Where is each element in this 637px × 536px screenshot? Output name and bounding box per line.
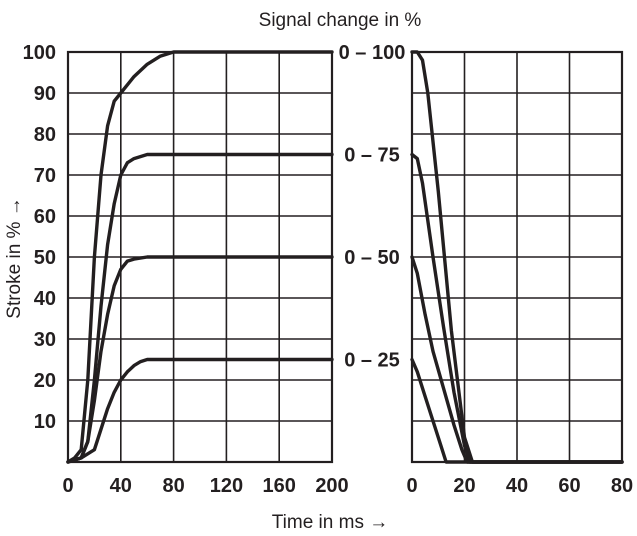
series-label-1: 0 – 75 <box>344 145 400 167</box>
x-tick-label-rise-0: 0 <box>62 475 73 497</box>
y-tick-label-2: 30 <box>34 329 56 351</box>
series-line-fall-2 <box>410 255 624 464</box>
y-tick-label-8: 90 <box>34 83 56 105</box>
y-tick-label-6: 70 <box>34 165 56 187</box>
y-tick-label-1: 20 <box>34 370 56 392</box>
series-label-3: 0 – 25 <box>344 350 400 372</box>
y-tick-label-3: 40 <box>34 288 56 310</box>
x-tick-label-fall-3: 60 <box>558 475 580 497</box>
series-line-fall-0 <box>410 50 624 464</box>
x-tick-label-fall-1: 20 <box>453 475 475 497</box>
x-tick-label-rise-1: 40 <box>110 475 132 497</box>
x-axis-label: Time in ms → <box>272 512 388 533</box>
y-tick-label-0: 10 <box>34 411 56 433</box>
x-tick-label-rise-2: 80 <box>162 475 184 497</box>
x-tick-label-rise-5: 200 <box>315 475 348 497</box>
chart-title: Signal change in % <box>259 10 422 31</box>
x-tick-label-rise-3: 120 <box>210 475 243 497</box>
x-tick-label-fall-4: 80 <box>611 475 633 497</box>
series-line-rise-2 <box>66 255 334 464</box>
series-line-fall-3 <box>410 357 624 464</box>
y-tick-label-4: 50 <box>34 247 56 269</box>
series-line-fall-1 <box>410 152 624 464</box>
series-line-rise-0 <box>66 50 334 464</box>
y-tick-label-5: 60 <box>34 206 56 228</box>
x-tick-label-rise-4: 160 <box>263 475 296 497</box>
series-line-rise-3 <box>66 357 334 464</box>
series-label-2: 0 – 50 <box>344 247 400 269</box>
y-axis-label: Stroke in % → <box>4 197 25 318</box>
x-tick-label-fall-0: 0 <box>406 475 417 497</box>
series-label-0: 0 – 100 <box>339 42 406 64</box>
x-tick-label-fall-2: 40 <box>506 475 528 497</box>
y-tick-label-7: 80 <box>34 124 56 146</box>
y-tick-label-9: 100 <box>23 42 56 64</box>
